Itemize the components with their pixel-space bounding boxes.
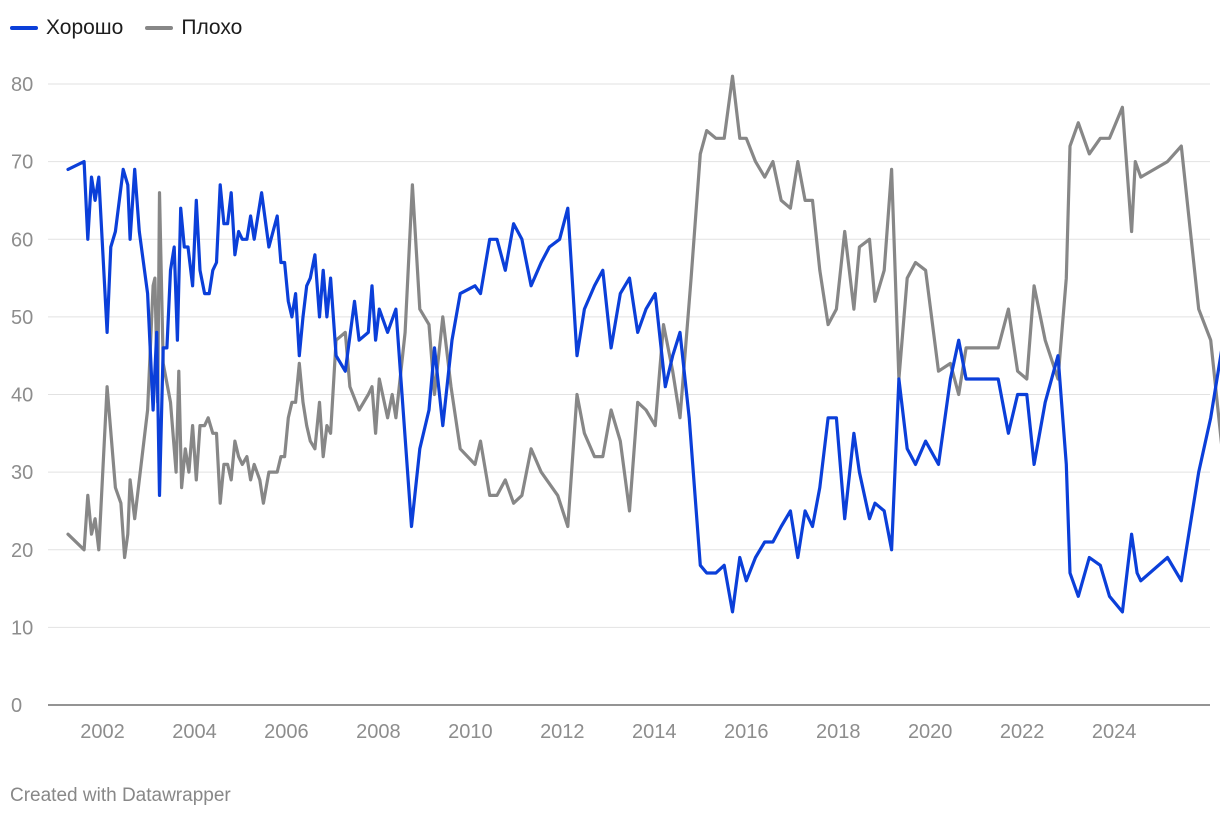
legend-swatch-good — [10, 26, 38, 30]
legend-swatch-bad — [145, 26, 174, 30]
legend-item-bad[interactable]: Плохо — [145, 16, 242, 40]
y-tick-label: 60 — [11, 229, 33, 251]
x-tick-label: 2014 — [632, 721, 677, 743]
y-tick-label: 30 — [11, 462, 33, 484]
x-tick-label: 2020 — [908, 721, 953, 743]
legend-item-good[interactable]: Хорошо — [10, 16, 123, 40]
series-line — [66, 74, 1220, 560]
x-tick-label: 2002 — [80, 721, 125, 743]
y-tick-label: 70 — [11, 152, 33, 174]
footer-credit: Created with Datawrapper — [10, 785, 231, 806]
y-tick-label: 10 — [11, 617, 33, 639]
y-tick-label: 50 — [11, 307, 33, 329]
y-tick-label: 80 — [11, 74, 33, 96]
line-chart: 0 10 20 30 40 50 60 70 80 2002 2004 2006 2008 2010 201… — [11, 74, 1220, 743]
x-tick-label: 2008 — [356, 721, 401, 743]
x-tick-label: 2012 — [540, 721, 585, 743]
series-line — [66, 160, 1220, 614]
x-tick-label: 2024 — [1092, 721, 1137, 743]
y-tick-label: 0 — [11, 695, 22, 717]
y-tick-label: 40 — [11, 385, 33, 407]
x-tick-label: 2016 — [724, 721, 769, 743]
x-tick-label: 2006 — [264, 721, 309, 743]
x-tick-label: 2004 — [172, 721, 217, 743]
x-tick-label: 2018 — [816, 721, 861, 743]
legend-label-bad: Плохо — [181, 16, 243, 39]
legend-label-good: Хорошо — [46, 16, 124, 39]
x-tick-label: 2022 — [1000, 721, 1045, 743]
y-tick-label: 20 — [11, 540, 33, 562]
chart-legend: Хорошо Плохо — [10, 16, 242, 40]
x-tick-label: 2010 — [448, 721, 493, 743]
